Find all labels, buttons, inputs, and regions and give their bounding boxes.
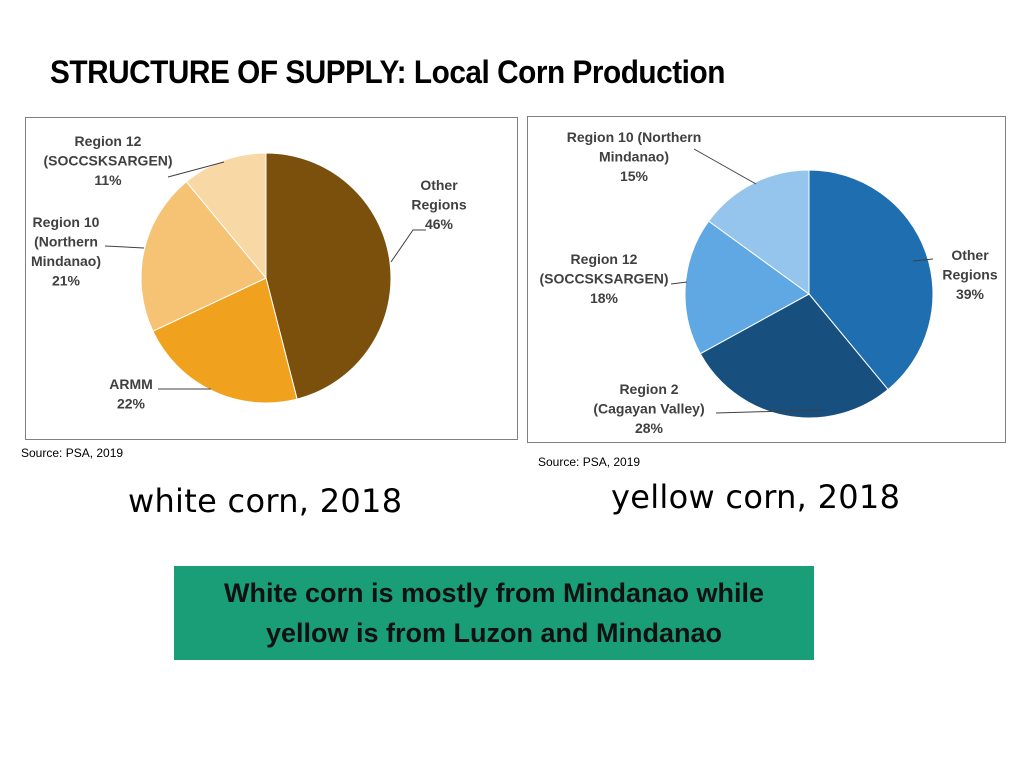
white-corn-leader-line-region-12-soccsksargen [167,161,225,178]
yellow-corn-slice-region-12-soccsksargen [684,220,810,355]
yellow-corn-slice-region-2-cagayan-valley [699,293,889,419]
yellow-corn-leader-line-region-2-cagayan-valley [715,409,823,414]
white-corn-slice-armm [152,277,298,404]
white-corn-caption: white corn, 2018 [128,482,403,520]
white-corn-data-label-other-regions: Other Regions 46% [411,177,466,232]
conclusion-text: White corn is mostly from Mindanao while… [223,578,765,648]
yellow-corn-leader-line-region-10-northern-mindanao [693,148,757,185]
yellow-corn-caption: yellow corn, 2018 [611,478,901,516]
yellow-corn-source: Source: PSA, 2019 [538,455,641,469]
slide-title: STRUCTURE OF SUPPLY: Local Corn Producti… [50,54,725,90]
yellow-corn-leader-line-region-12-soccsksargen [670,281,688,285]
white-corn-leader-line-other-regions [390,229,426,263]
white-corn-data-label-region-12-soccsksargen: Region 12 (SOCCSKSARGEN) 11% [43,133,172,188]
conclusion-callout: White corn is mostly from Mindanao while… [174,566,814,660]
yellow-corn-data-label-region-12-soccsksargen: Region 12 (SOCCSKSARGEN) 18% [539,251,668,306]
yellow-corn-data-label-region-10-northern-mindanao: Region 10 (Northern Mindanao) 15% [567,129,702,184]
yellow-corn-slice-other-regions [808,169,934,391]
yellow-corn-slice-region-10-northern-mindanao [707,169,810,295]
white-corn-slice-other-regions [265,152,392,400]
yellow-corn-data-label-other-regions: Other Regions 39% [942,247,997,302]
white-corn-slice-region-10-northern-mindanao [140,180,267,332]
yellow-corn-leader-line-other-regions [912,258,934,262]
white-corn-data-label-region-10-northern-mindanao: Region 10 (Northern Mindanao) 21% [31,214,101,289]
white-corn-data-label-armm: ARMM 22% [109,376,153,412]
white-corn-slice-region-12-soccsksargen [185,152,267,280]
white-corn-source: Source: PSA, 2019 [21,446,124,460]
white-corn-leader-line-region-10-northern-mindanao [104,245,145,249]
yellow-corn-data-label-region-2-cagayan-valley: Region 2 (Cagayan Valley) 28% [593,381,704,436]
